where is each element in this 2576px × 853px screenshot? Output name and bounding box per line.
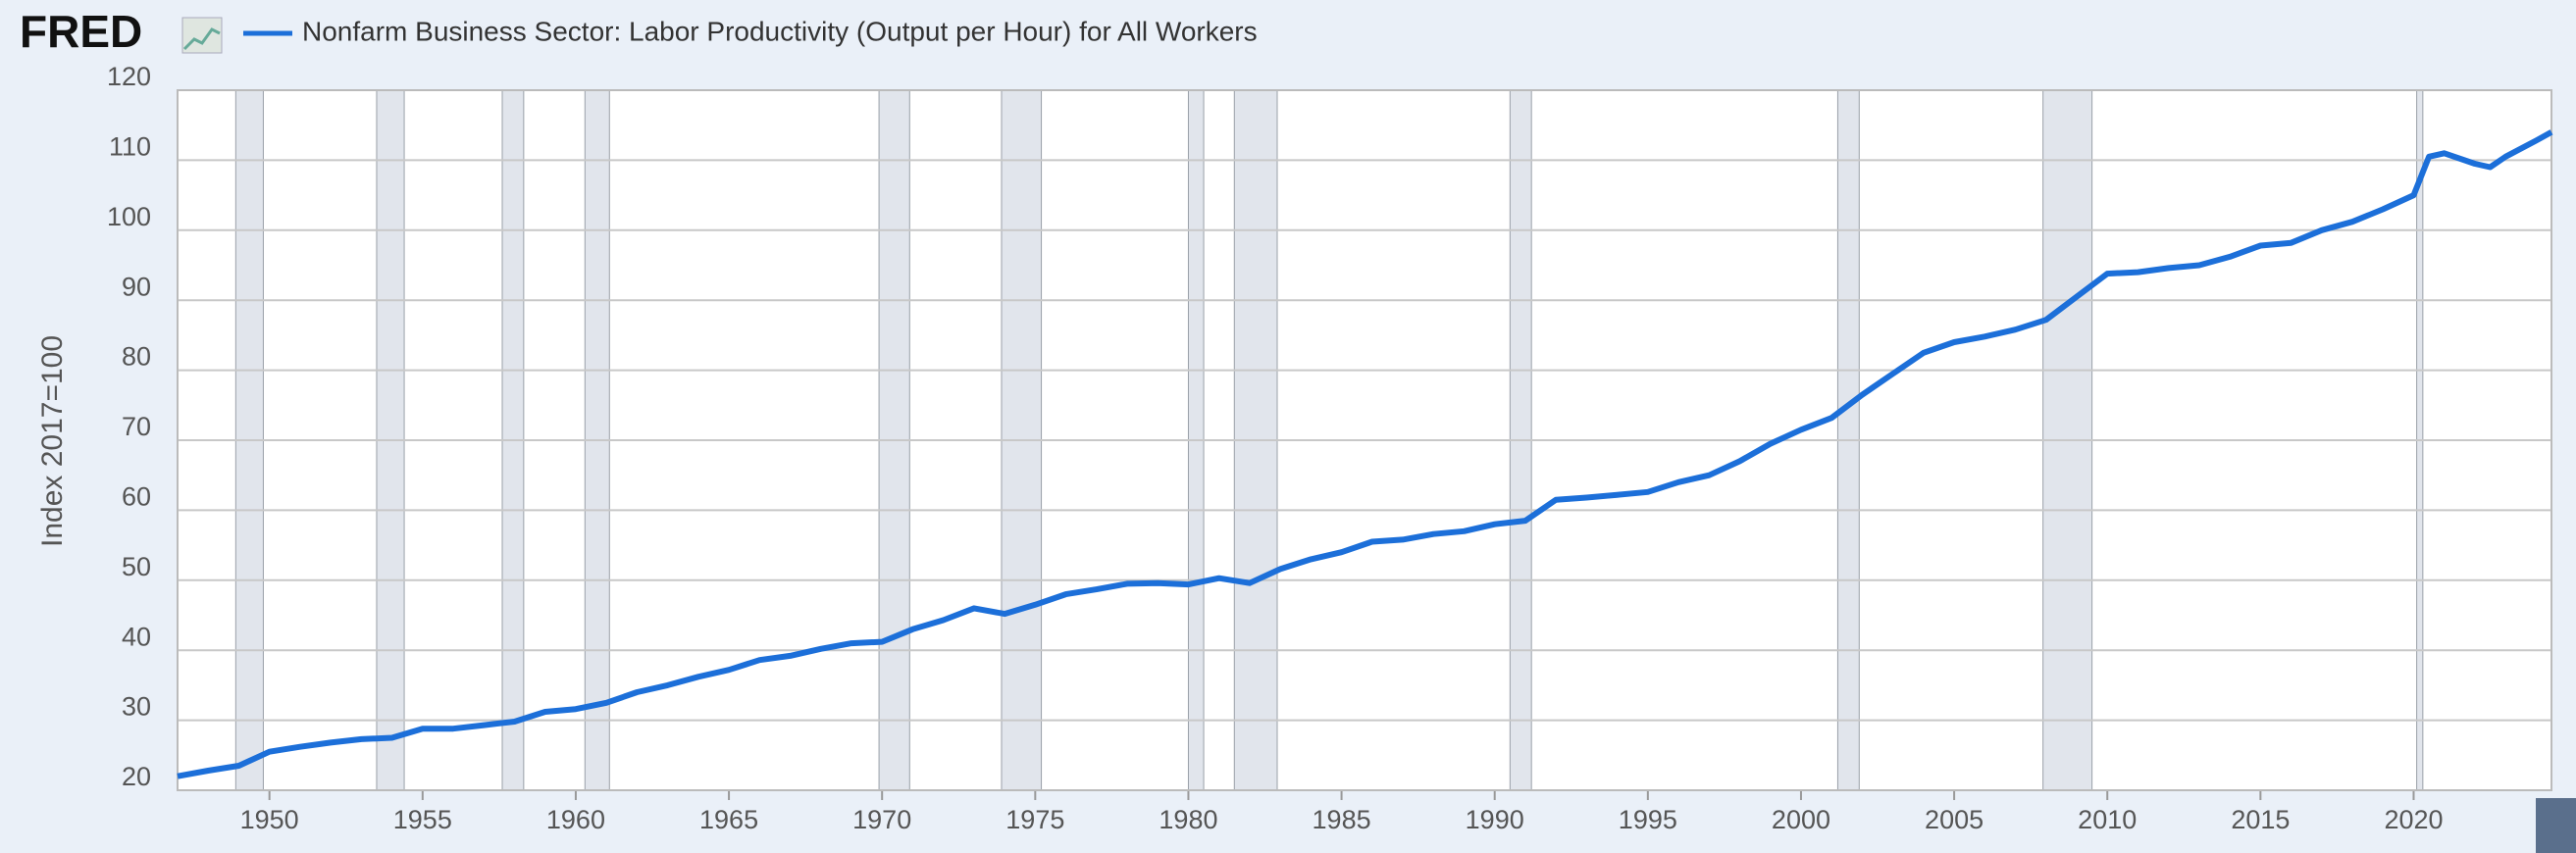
y-tick-label: 50 [122, 552, 151, 581]
x-tick-label: 2005 [1925, 805, 1984, 834]
x-tick-label: 1970 [852, 805, 911, 834]
x-tick-label: 1960 [546, 805, 605, 834]
x-tick-label: 2020 [2384, 805, 2443, 834]
y-tick-label: 40 [122, 622, 151, 651]
y-axis-label: Index 2017=100 [36, 335, 69, 547]
y-tick-label: 60 [122, 482, 151, 512]
scroll-button[interactable] [2536, 798, 2576, 853]
x-tick-label: 1995 [1619, 805, 1677, 834]
x-tick-label: 1955 [393, 805, 452, 834]
x-tick-label: 1950 [240, 805, 299, 834]
x-tick-label: 1990 [1466, 805, 1524, 834]
y-tick-label: 120 [107, 62, 151, 91]
x-tick-label: 1980 [1159, 805, 1217, 834]
plot-border [177, 89, 2552, 791]
brand-logo: FRED [20, 6, 142, 57]
logo-icon [181, 17, 223, 54]
y-tick-label: 90 [122, 272, 151, 301]
y-tick-label: 80 [122, 342, 151, 372]
legend-label: Nonfarm Business Sector: Labor Productiv… [302, 16, 1258, 46]
y-tick-label: 20 [122, 762, 151, 791]
y-tick-label: 30 [122, 692, 151, 722]
y-tick-label: 100 [107, 202, 151, 231]
y-tick-label: 70 [122, 412, 151, 441]
y-tick-label: 110 [109, 132, 151, 162]
x-tick-label: 2015 [2231, 805, 2290, 834]
data-line [177, 129, 2553, 779]
x-tick-label: 2000 [1772, 805, 1830, 834]
x-tick-label: 1965 [699, 805, 758, 834]
x-tick-label: 1975 [1005, 805, 1064, 834]
x-tick-label: 1985 [1313, 805, 1371, 834]
x-tick-label: 2010 [2078, 805, 2137, 834]
